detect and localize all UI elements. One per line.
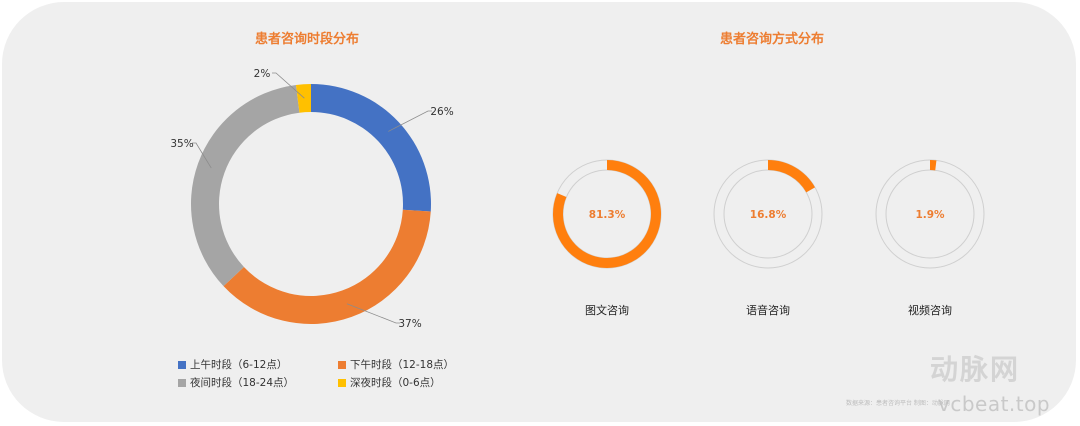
time-distribution-title: 患者咨询时段分布 — [254, 32, 359, 47]
legend-swatch — [178, 360, 186, 369]
donut-center-label: 1.9% — [915, 209, 945, 221]
method-distribution-title: 患者咨询方式分布 — [719, 32, 824, 47]
leader-line — [346, 303, 400, 324]
legend-swatch — [338, 378, 346, 387]
donut-center-label: 16.8% — [750, 209, 787, 221]
data-label: 37% — [398, 318, 421, 330]
legend-label: 夜间时段（18-24点） — [190, 377, 295, 389]
legend-item: 深夜时段（0-6点） — [338, 375, 441, 390]
donut-slice — [223, 209, 431, 324]
legend-item: 夜间时段（18-24点） — [178, 375, 294, 390]
legend-swatch — [338, 360, 346, 369]
watermark-caption: 数据来源：患者咨询平台 制图：动脉网 — [846, 400, 950, 407]
legend-label: 深夜时段（0-6点） — [350, 377, 441, 389]
donut-slice — [295, 84, 311, 113]
data-label: 26% — [430, 106, 453, 118]
donut-center-label: 81.3% — [589, 209, 626, 221]
donut-slice — [191, 84, 300, 287]
leader-line — [192, 142, 212, 169]
legend-item: 下午时段（12-18点） — [338, 357, 454, 372]
data-label: 2% — [254, 68, 271, 80]
category-label: 语音咨询 — [746, 304, 790, 317]
donut-slice — [311, 84, 432, 212]
leader-line — [388, 110, 432, 132]
legend-swatch — [178, 378, 186, 387]
watermark-brand: 动脉网 — [930, 353, 1021, 386]
legend-item: 上午时段（6-12点） — [178, 357, 287, 372]
leader-line — [272, 72, 305, 99]
legend-label: 下午时段（12-18点） — [350, 359, 455, 371]
donut-value-arc — [930, 160, 937, 171]
legend-label: 上午时段（6-12点） — [190, 359, 288, 371]
category-label: 视频咨询 — [908, 304, 952, 317]
donut-value-arc — [768, 160, 815, 193]
watermark-site: vcbeat.top — [938, 392, 1051, 416]
data-label: 35% — [170, 138, 193, 150]
time-distribution-legend: 上午时段（6-12点） 下午时段（12-18点） 夜间时段（18-24点） 深夜时段（… — [178, 357, 478, 397]
category-label: 图文咨询 — [585, 304, 629, 317]
